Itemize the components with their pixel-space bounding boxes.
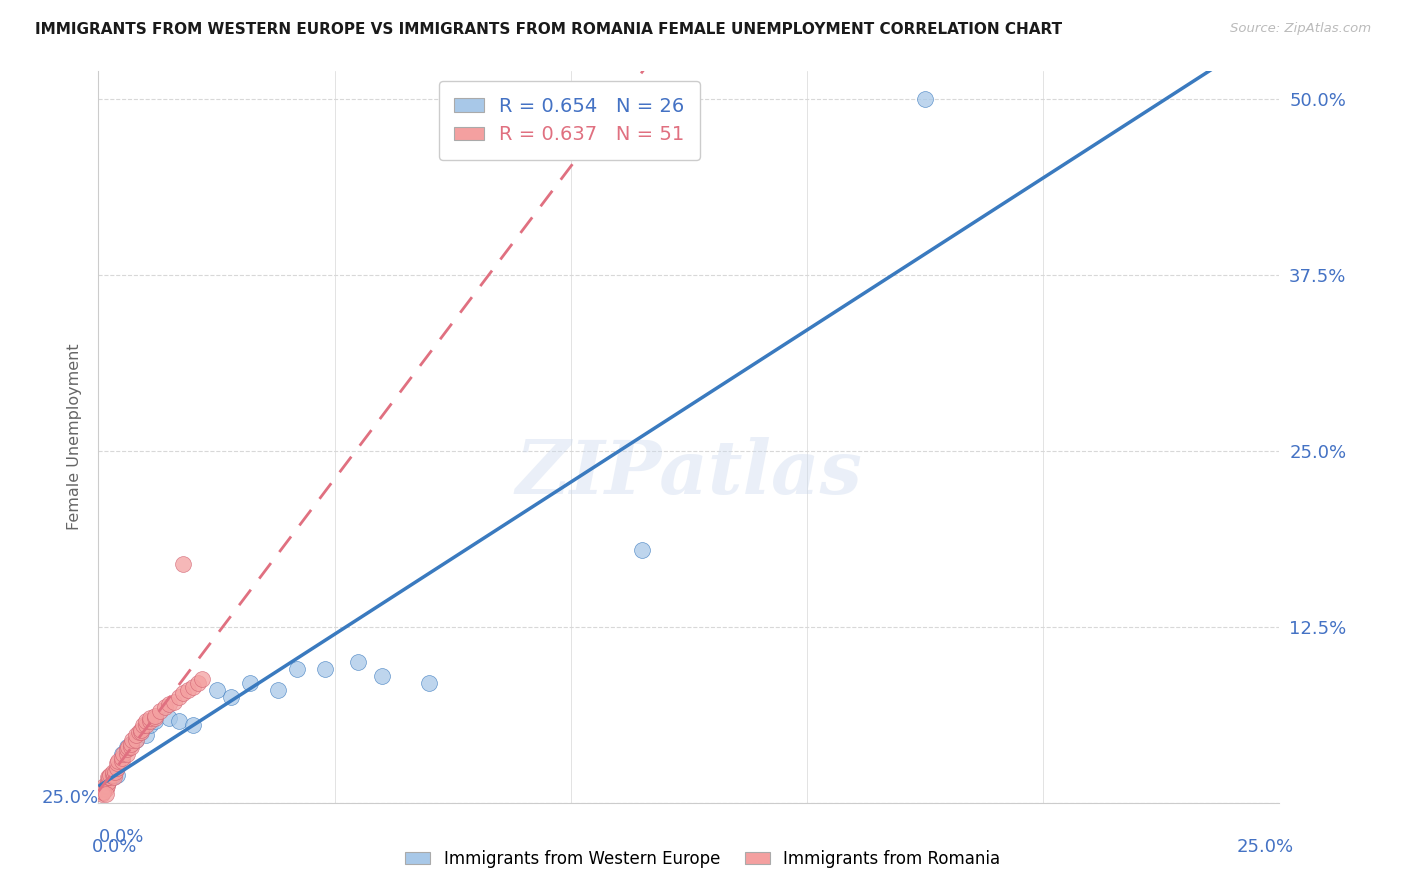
Point (111, 747, 134, 761)
Point (121, 737, 143, 751)
Point (139, 718, 162, 732)
Legend: Immigrants from Western Europe, Immigrants from Romania: Immigrants from Western Europe, Immigran… (399, 844, 1007, 875)
Point (314, 662, 336, 676)
Point (371, 669, 394, 683)
Point (94, 788, 117, 802)
Point (172, 557, 194, 571)
Point (135, 718, 157, 732)
Point (115, 742, 138, 756)
Text: 0.0%: 0.0% (98, 828, 143, 846)
Point (219, 690, 242, 705)
Point (135, 728, 157, 742)
Point (98, 767, 121, 781)
Point (149, 705, 172, 719)
Point (187, 676, 209, 690)
Point (157, 698, 180, 712)
Point (135, 714, 157, 729)
Point (125, 732, 148, 747)
Point (111, 751, 134, 765)
Point (125, 728, 148, 742)
Point (239, 676, 262, 690)
Point (101, 764, 124, 779)
Point (91, 784, 114, 798)
Point (103, 771, 125, 785)
Point (143, 711, 166, 725)
Point (129, 725, 152, 739)
Point (630, 542, 652, 557)
Point (172, 686, 194, 700)
Point (153, 700, 176, 714)
Point (111, 747, 134, 761)
Point (177, 683, 200, 698)
Point (143, 708, 166, 723)
Y-axis label: Female Unemployment: Female Unemployment (66, 343, 82, 531)
Point (115, 739, 138, 754)
Point (181, 681, 204, 695)
Text: ZIPatlas: ZIPatlas (516, 437, 862, 510)
Point (105, 756, 128, 771)
Point (115, 747, 138, 761)
Point (132, 718, 155, 732)
Point (157, 711, 180, 725)
Point (914, 93, 936, 107)
Point (91, 788, 114, 802)
Point (191, 672, 214, 686)
Text: 0.0%: 0.0% (91, 838, 136, 855)
Point (267, 683, 290, 698)
Point (101, 767, 124, 781)
Text: Source: ZipAtlas.com: Source: ZipAtlas.com (1230, 22, 1371, 36)
Point (418, 676, 440, 690)
Point (121, 732, 143, 747)
Text: 25.0%: 25.0% (1236, 838, 1294, 855)
Point (117, 739, 139, 754)
Point (107, 754, 129, 768)
Point (90, 784, 112, 798)
Text: 25.0%: 25.0% (41, 789, 98, 806)
Point (347, 655, 370, 669)
Point (129, 723, 152, 737)
Point (167, 714, 190, 729)
Point (121, 737, 143, 751)
Legend: R = 0.654   N = 26, R = 0.637   N = 51: R = 0.654 N = 26, R = 0.637 N = 51 (439, 81, 700, 160)
Point (96, 779, 118, 793)
Point (97, 771, 120, 785)
Point (143, 714, 166, 729)
Point (139, 711, 162, 725)
Point (105, 767, 128, 781)
Point (97, 774, 120, 789)
Point (93, 779, 115, 793)
Point (139, 714, 162, 729)
Point (97, 771, 120, 785)
Point (111, 754, 134, 768)
Point (97, 774, 120, 789)
Point (91, 781, 114, 796)
Point (163, 694, 186, 708)
Point (94, 781, 117, 796)
Point (104, 764, 127, 779)
Point (101, 771, 124, 785)
Point (181, 718, 204, 732)
Point (91, 781, 114, 796)
Point (167, 690, 190, 705)
Point (125, 732, 148, 747)
Point (129, 725, 152, 739)
Point (105, 761, 128, 775)
Point (121, 739, 143, 754)
Text: IMMIGRANTS FROM WESTERN EUROPE VS IMMIGRANTS FROM ROMANIA FEMALE UNEMPLOYMENT CO: IMMIGRANTS FROM WESTERN EUROPE VS IMMIGR… (35, 22, 1063, 37)
Point (205, 683, 228, 698)
Point (128, 725, 150, 739)
Point (285, 662, 308, 676)
